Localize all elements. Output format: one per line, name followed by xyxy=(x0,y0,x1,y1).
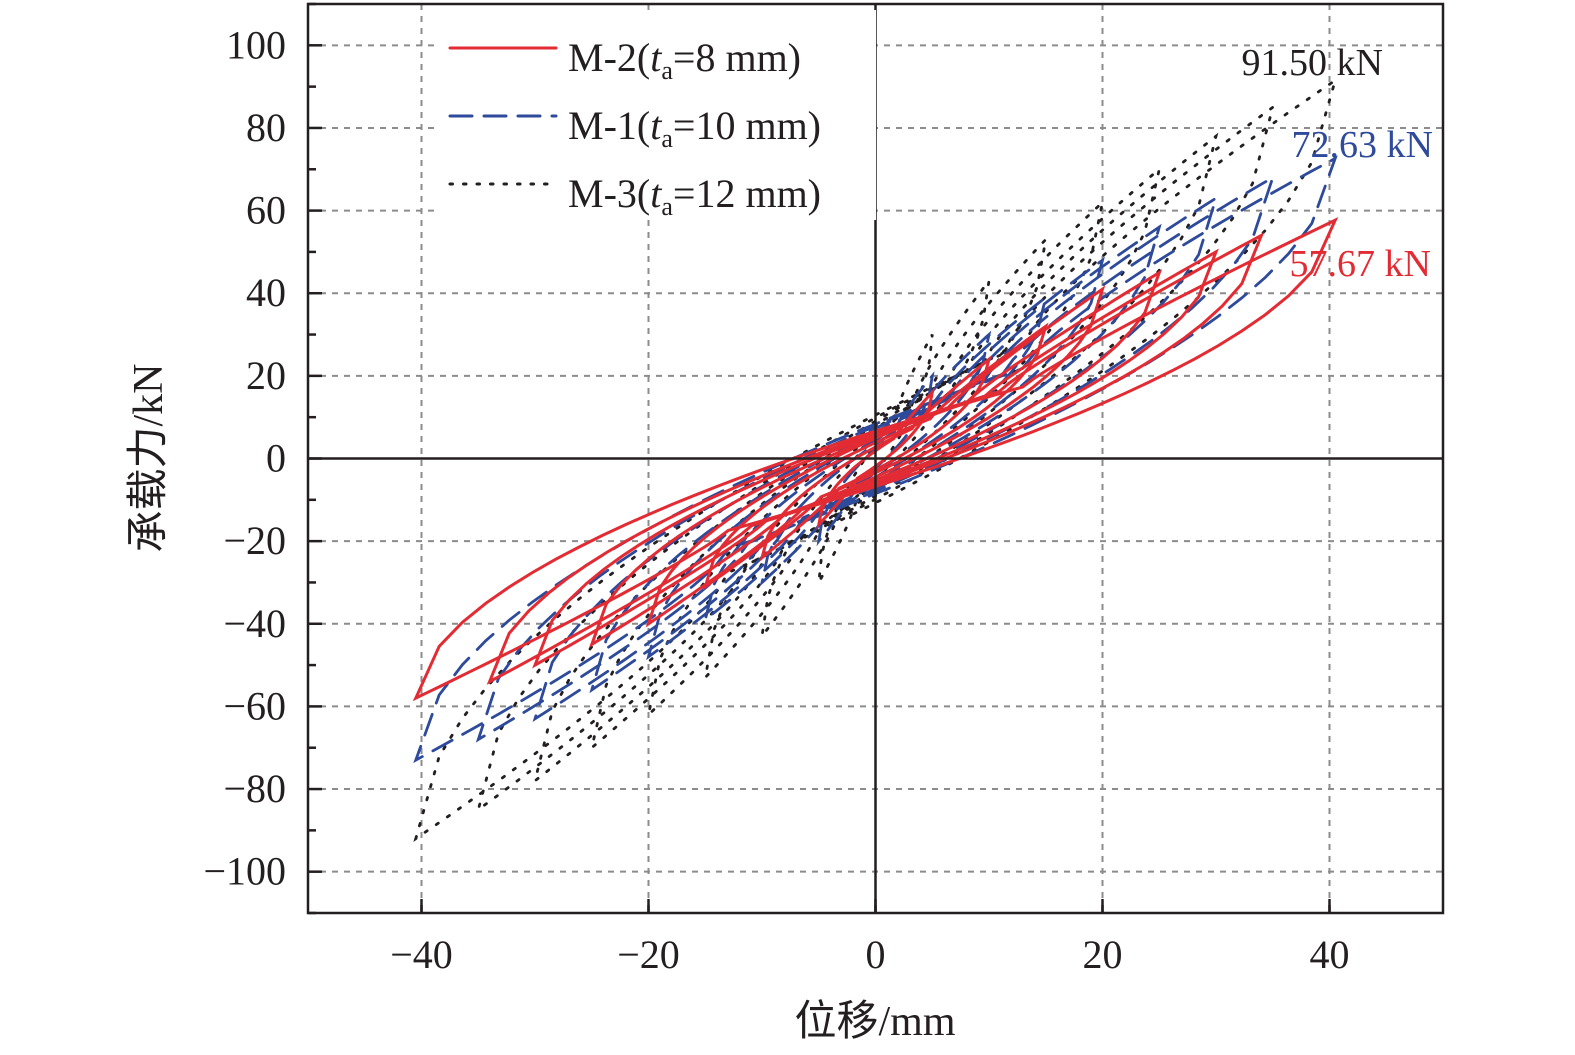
hysteresis-loop xyxy=(532,195,1219,722)
y-tick-label: 40 xyxy=(246,270,286,315)
hysteresis-loop xyxy=(817,333,934,584)
x-tick-label: 0 xyxy=(866,932,886,977)
y-tick-label: −40 xyxy=(223,601,286,646)
peak-label: 57.67 kN xyxy=(1290,243,1431,285)
ticks: −40 −20 0 20 40 100 80 60 40 20 0 −20 −40 −60 −80 −100 xyxy=(203,2,1350,977)
legend: M-2(ta=8 mm) M-1(ta=10 mm) M-3(ta=12 mm) xyxy=(436,10,876,221)
x-tick-label: 20 xyxy=(1083,932,1123,977)
y-tick-label: 20 xyxy=(246,353,286,398)
legend-label: M-3(ta=12 mm) xyxy=(568,171,821,221)
y-tick-label: −60 xyxy=(223,683,286,728)
peak-label: 72.63 kN xyxy=(1292,124,1433,166)
y-tick-label: 100 xyxy=(226,22,286,67)
hysteresis-loop xyxy=(413,77,1338,842)
hysteresis-loop xyxy=(475,103,1276,814)
hysteresis-loop xyxy=(702,322,1049,591)
y-tick-label: −100 xyxy=(203,849,286,894)
hysteresis-loop xyxy=(486,232,1265,685)
y-axis-title: 承载力/kN xyxy=(126,363,172,552)
y-tick-label: −20 xyxy=(223,518,286,563)
legend-background xyxy=(436,10,876,220)
x-tick-label: 40 xyxy=(1310,932,1350,977)
legend-label: M-1(ta=10 mm) xyxy=(568,103,821,153)
x-axis-title: 位移/mm xyxy=(794,998,955,1045)
hysteresis-loop xyxy=(759,275,992,642)
peak-annotations: 57.67 kN 72.63 kN 91.50 kN xyxy=(1242,42,1433,285)
hysteresis-loop xyxy=(646,256,1105,661)
y-tick-label: 80 xyxy=(246,105,286,150)
x-tick-label: −20 xyxy=(617,932,680,977)
y-tick-label: 0 xyxy=(266,436,286,481)
x-tick-label: −40 xyxy=(390,932,453,977)
y-tick-label: 60 xyxy=(246,188,286,233)
legend-label: M-2(ta=8 mm) xyxy=(568,35,801,85)
series-group xyxy=(412,77,1339,842)
hysteresis-loop xyxy=(412,217,1339,702)
series-m-2 xyxy=(412,217,1339,702)
peak-label: 91.50 kN xyxy=(1242,42,1383,84)
y-tick-label: −80 xyxy=(223,766,286,811)
